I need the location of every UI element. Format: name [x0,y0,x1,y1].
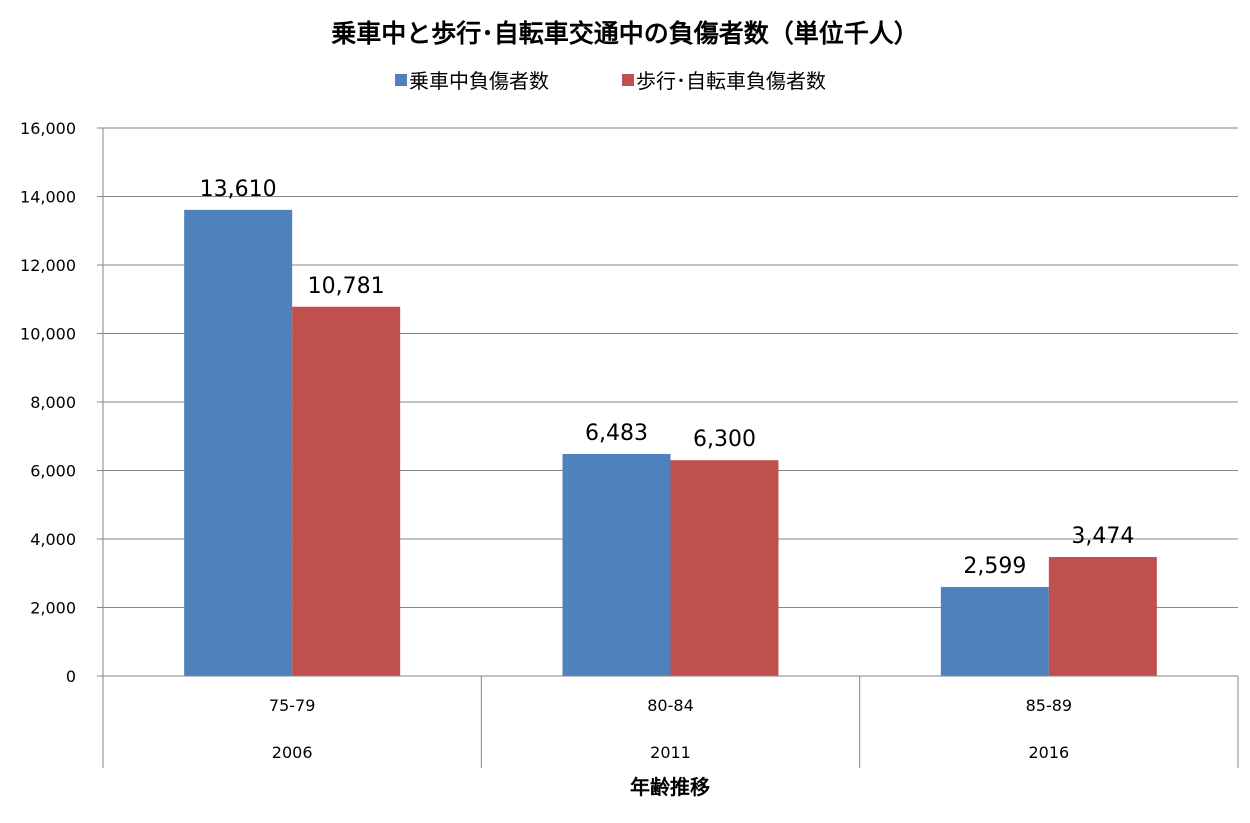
bar [940,586,1049,676]
bar [292,306,401,676]
data-label: 10,781 [308,274,385,299]
y-tick-label: 10,000 [20,325,76,344]
x-group-label: 2011 [650,743,691,762]
bar [184,209,293,677]
y-tick-label: 2,000 [30,599,76,618]
legend-label: 歩行･自転車負傷者数 [636,69,826,93]
x-group-label: 2006 [272,743,313,762]
chart-title: 乗車中と歩行･自転車交通中の負傷者数（単位千人） [331,19,919,48]
x-axis-title: 年齢推移 [630,775,710,799]
x-axis: 75-79 2006 80-84 2011 85-89 2016 [102,675,1239,768]
legend: 乗車中負傷者数 歩行･自転車負傷者数 [395,69,826,93]
x-tick-label: 80-84 [647,696,694,715]
y-axis: 0 2,000 4,000 6,000 8,000 10,000 12,000 14,000 1… [20,119,104,768]
data-label: 2,599 [963,554,1026,579]
legend-swatch [622,74,634,86]
y-tick-label: 12,000 [20,256,76,275]
y-tick-label: 14,000 [20,188,76,207]
data-label: 3,474 [1071,524,1134,549]
x-group-label: 2016 [1028,743,1069,762]
x-tick-label: 75-79 [269,696,316,715]
data-label: 13,610 [200,177,277,202]
x-tick-label: 85-89 [1026,696,1073,715]
bar [562,453,671,676]
legend-label: 乗車中負傷者数 [409,69,549,93]
y-tick-label: 4,000 [30,530,76,549]
bar [670,460,779,676]
bars: 13,610 6,483 2,599 10,781 6,300 3,474 [184,177,1157,677]
data-label: 6,483 [585,421,648,446]
y-tick-label: 8,000 [30,393,76,412]
data-label: 6,300 [693,427,756,452]
y-tick-label: 16,000 [20,119,76,138]
y-tick-label: 6,000 [30,462,76,481]
legend-swatch [395,74,407,86]
bar [1048,557,1157,676]
y-tick-label: 0 [66,667,76,686]
